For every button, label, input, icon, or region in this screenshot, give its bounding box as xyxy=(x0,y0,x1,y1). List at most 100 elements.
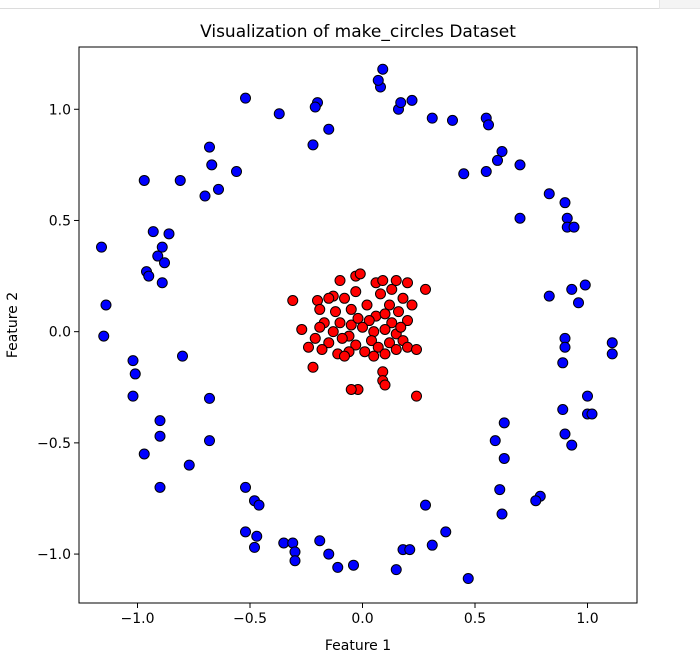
data-point xyxy=(543,290,555,302)
data-point xyxy=(345,383,357,395)
data-point xyxy=(579,279,591,291)
data-point xyxy=(307,139,319,151)
data-point xyxy=(249,541,260,553)
data-point xyxy=(426,539,438,551)
data-point xyxy=(498,452,510,464)
data-point xyxy=(557,404,569,416)
data-point xyxy=(395,97,407,109)
data-point xyxy=(420,283,431,295)
data-point xyxy=(312,295,323,307)
data-point xyxy=(368,326,380,338)
x-tick-label: −1.0 xyxy=(121,611,155,627)
data-point xyxy=(240,526,251,538)
data-point xyxy=(379,308,391,320)
data-point xyxy=(251,530,263,542)
data-point xyxy=(379,348,391,360)
data-point xyxy=(377,275,389,287)
data-point xyxy=(354,268,366,280)
data-points xyxy=(96,63,618,585)
data-point xyxy=(206,159,218,171)
data-point xyxy=(514,212,526,224)
x-tick-label: 0.5 xyxy=(464,611,486,627)
data-point xyxy=(138,174,150,186)
data-point xyxy=(379,379,391,391)
data-point xyxy=(402,277,413,289)
data-point xyxy=(154,415,166,427)
data-point xyxy=(559,197,571,209)
data-point xyxy=(573,297,584,309)
data-point xyxy=(606,348,618,360)
data-point xyxy=(411,343,422,355)
data-point xyxy=(426,112,438,124)
data-point xyxy=(138,448,150,460)
data-point xyxy=(316,343,328,355)
toolbar-corner xyxy=(659,0,700,9)
data-point xyxy=(314,321,326,333)
data-point xyxy=(496,146,508,158)
data-point xyxy=(390,275,402,287)
data-point xyxy=(204,141,215,153)
data-point xyxy=(496,508,508,520)
data-point xyxy=(345,303,357,315)
y-tick-label: 0.0 xyxy=(49,325,71,341)
data-point xyxy=(489,435,501,447)
data-point xyxy=(375,288,386,300)
data-point xyxy=(100,299,112,311)
x-axis-label: Feature 1 xyxy=(325,638,391,654)
data-point xyxy=(406,299,418,311)
data-point xyxy=(543,188,555,200)
x-tick-label: 0.0 xyxy=(351,611,373,627)
data-point xyxy=(566,439,578,451)
y-tick-label: −1.0 xyxy=(37,547,71,563)
data-point xyxy=(386,283,398,295)
data-point xyxy=(240,481,251,493)
data-point xyxy=(332,561,344,573)
data-point xyxy=(498,417,510,429)
data-point xyxy=(494,484,506,496)
data-point xyxy=(303,341,314,353)
data-point xyxy=(492,154,503,166)
data-point xyxy=(204,392,215,404)
data-point xyxy=(559,341,571,353)
data-point xyxy=(336,332,348,344)
data-point xyxy=(163,228,175,240)
data-point xyxy=(296,323,308,335)
data-point xyxy=(287,537,299,549)
data-point xyxy=(368,350,380,362)
data-point xyxy=(307,361,319,373)
data-point xyxy=(334,317,346,329)
data-point xyxy=(379,323,391,335)
y-tick-label: 0.5 xyxy=(49,213,71,229)
data-point xyxy=(390,564,402,576)
data-point xyxy=(323,548,335,560)
data-point xyxy=(393,306,404,318)
data-point xyxy=(530,495,542,507)
data-point xyxy=(152,250,164,262)
data-point xyxy=(159,257,170,269)
data-point xyxy=(345,319,357,331)
data-point xyxy=(402,341,413,353)
data-point xyxy=(420,499,431,511)
data-point xyxy=(289,555,301,567)
data-point xyxy=(174,174,186,186)
y-tick-label: 1.0 xyxy=(49,102,71,118)
data-point xyxy=(177,350,188,362)
data-point xyxy=(314,303,326,315)
data-point xyxy=(339,350,350,362)
data-point xyxy=(156,241,168,253)
data-point xyxy=(156,277,168,289)
data-point xyxy=(309,101,321,113)
data-point xyxy=(411,390,422,402)
data-point xyxy=(309,332,321,344)
data-point xyxy=(323,337,335,349)
data-point xyxy=(96,241,107,253)
data-point xyxy=(568,221,580,233)
data-point xyxy=(480,166,492,178)
data-point xyxy=(462,573,474,585)
data-point xyxy=(402,315,413,327)
data-point xyxy=(395,321,407,333)
data-point xyxy=(350,286,362,298)
x-axis: −1.0 −0.5 0.0 0.5 1.0 xyxy=(121,603,599,627)
data-point xyxy=(323,123,335,135)
